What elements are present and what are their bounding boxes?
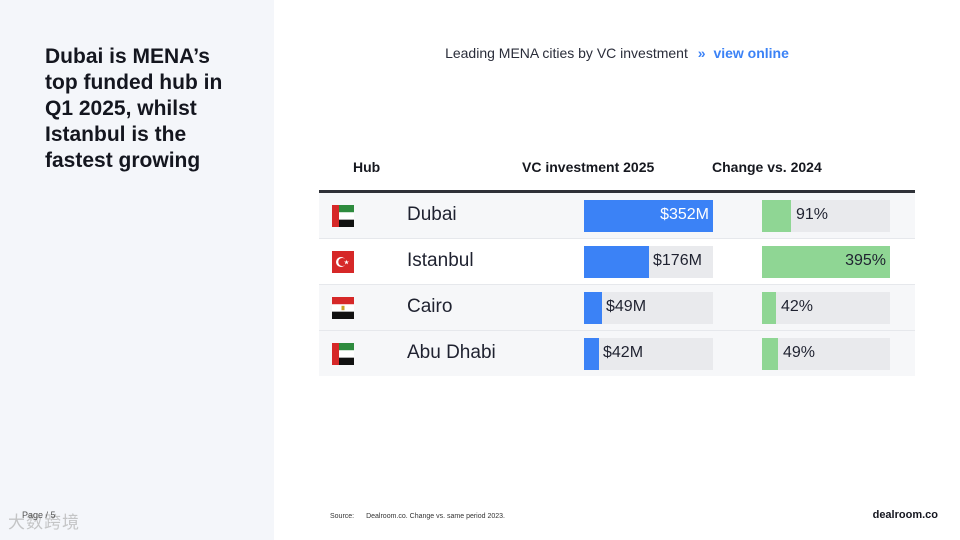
page-number: Page / 5 [22,510,56,520]
column-header-change: Change vs. 2024 [712,159,822,175]
change-bar-track: 49% [762,338,890,370]
vc-bar [584,200,713,232]
chart-title: Leading MENA cities by VC investment [445,45,688,61]
source-label: Source: [330,513,355,520]
column-header-vc-investment: VC investment 2025 [522,159,655,175]
brand-logo: dealroom.co [872,509,938,521]
change-value-label: 395% [845,252,886,269]
slide-headline: Dubai is MENA’s top funded hub in Q1 202… [45,45,223,172]
table-row: Dubai $352M 91% [319,193,915,239]
vc-bar-track: $176M [584,246,713,278]
table-row: Istanbul $176M 395% [319,239,915,285]
vc-value-label: $176M [653,252,702,269]
change-value-label: 91% [796,206,829,223]
change-bar [762,292,776,324]
source-note: Source: Dealroom.co. Change vs. same per… [330,513,505,520]
hub-name: Abu Dhabi [407,342,496,363]
table-header: Hub VC investment 2025 Change vs. 2024 [319,150,915,193]
egypt-flag-icon [332,297,354,319]
change-bar-track: 42% [762,292,890,324]
column-header-hub: Hub [353,159,381,175]
change-bar [762,200,791,232]
left-panel: Dubai is MENA’s top funded hub in Q1 202… [0,0,274,540]
hub-name: Cairo [407,296,453,317]
vc-bar [584,246,649,278]
vc-bar-track: $352M [584,200,713,232]
uae-flag-icon [332,205,354,227]
vc-bar [584,292,602,324]
change-bar [762,338,778,370]
vc-bar-track: $49M [584,292,713,324]
change-value-label: 42% [781,298,814,315]
uae-flag-icon [332,343,354,365]
hub-name: Dubai [407,204,457,225]
table-row: Cairo $49M 42% [319,285,915,331]
hub-name: Istanbul [407,250,474,271]
vc-bar [584,338,599,370]
change-bar [762,246,890,278]
chart-title-row: Leading MENA cities by VC investment » v… [274,45,960,61]
table-body: Dubai $352M 91% Istanbul $176M 395% Cairo $49M 4… [319,193,915,376]
hub-table: Hub VC investment 2025 Change vs. 2024 D… [319,150,915,376]
chevron-double-right-icon: » [697,45,706,61]
change-value-label: 49% [783,344,816,361]
table-row: Abu Dhabi $42M 49% [319,331,915,376]
view-online-link[interactable]: view online [713,45,789,61]
turkey-flag-icon [332,251,354,273]
vc-bar-track: $42M [584,338,713,370]
vc-value-label: $42M [603,344,644,361]
vc-value-label: $49M [606,298,647,315]
source-text: Dealroom.co. Change vs. same period 2023… [366,513,505,520]
change-bar-track: 395% [762,246,890,278]
change-bar-track: 91% [762,200,890,232]
vc-value-label: $352M [660,206,709,223]
watermark: 大数跨境 [8,513,80,532]
